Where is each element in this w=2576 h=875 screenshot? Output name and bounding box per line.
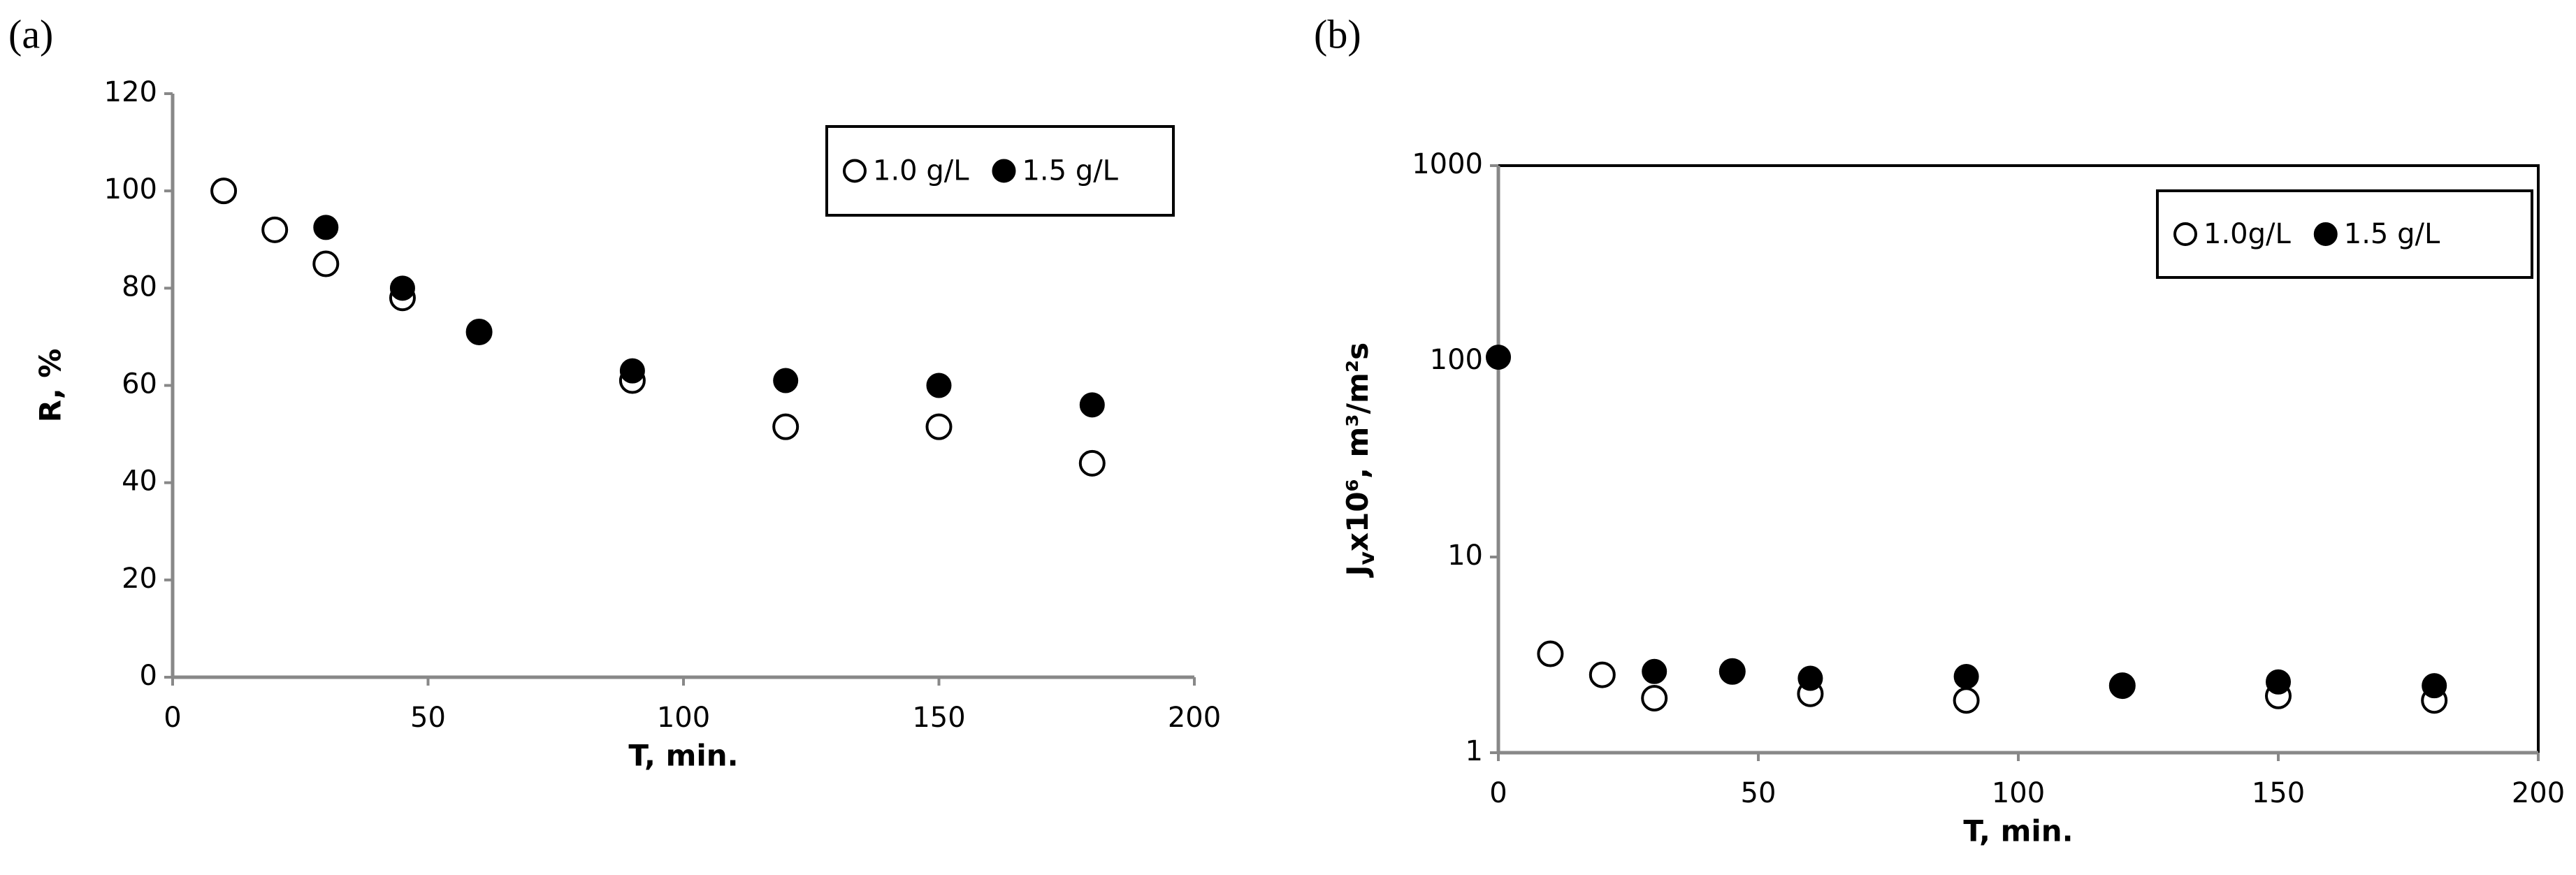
data-point <box>1953 687 1980 714</box>
legend-label: 1.0 g/L <box>873 155 969 187</box>
data-point <box>1642 658 1667 684</box>
data-point <box>1078 449 1106 477</box>
y-axis-label: Jvx10⁶, m³/m²s <box>1340 342 1380 578</box>
x-tick-label: 150 <box>2252 777 2305 809</box>
data-point <box>1953 664 1979 690</box>
x-tick-label: 150 <box>912 702 965 734</box>
y-tick-label: 120 <box>104 76 157 108</box>
y-axis-label: R, % <box>34 349 68 423</box>
data-point <box>466 319 492 345</box>
legend-label: 1.5 g/L <box>1022 155 1118 187</box>
y-tick-label: 1 <box>1466 735 1483 767</box>
data-point <box>389 275 415 301</box>
x-tick-label: 50 <box>410 702 446 734</box>
x-tick-label: 0 <box>1489 777 1507 809</box>
y-tick-label: 80 <box>122 270 157 303</box>
legend-marker <box>2313 222 2338 246</box>
data-point <box>313 215 339 240</box>
data-point <box>619 358 645 384</box>
legend-box <box>2156 189 2533 279</box>
data-point <box>1079 392 1105 418</box>
x-axis-label: T, min. <box>1963 814 2073 848</box>
legend-marker <box>2173 222 2197 246</box>
data-point <box>1797 665 1823 691</box>
data-point <box>312 250 340 277</box>
legend-label: 1.5 g/L <box>2344 218 2440 250</box>
panel-label: (b) <box>1314 11 1361 57</box>
y-tick-label: 40 <box>122 465 157 498</box>
y-tick-label: 10 <box>1447 540 1483 572</box>
legend-label: 1.0g/L <box>2204 218 2291 250</box>
panel-label: (a) <box>8 11 53 57</box>
y-tick-label: 1000 <box>1412 148 1483 180</box>
y-tick-label: 100 <box>1430 344 1483 376</box>
data-point <box>1486 345 1511 370</box>
x-tick-label: 0 <box>164 702 181 734</box>
x-tick-label: 50 <box>1741 777 1777 809</box>
y-label-rest: x10⁶, m³/m²s <box>1340 342 1375 551</box>
data-point <box>2422 673 2447 699</box>
y-tick-label: 100 <box>104 173 157 205</box>
x-axis-label: T, min. <box>628 739 738 773</box>
y-tick-label: 0 <box>140 660 157 692</box>
y-tick-label: 60 <box>122 368 157 400</box>
data-point <box>773 368 799 393</box>
legend-marker <box>843 159 867 183</box>
data-point <box>1537 640 1564 667</box>
y-tick-label: 20 <box>122 563 157 595</box>
data-point <box>210 178 238 205</box>
x-tick-label: 200 <box>1168 702 1221 734</box>
y-label-main: J <box>1340 565 1375 579</box>
x-tick-label: 100 <box>1992 777 2045 809</box>
data-point <box>926 373 952 398</box>
y-label-sub: v <box>1355 551 1380 565</box>
data-point <box>1589 661 1616 688</box>
data-point <box>261 216 289 243</box>
legend-marker <box>992 159 1016 183</box>
data-point <box>2266 669 2291 695</box>
data-point <box>772 413 799 440</box>
data-point <box>1641 684 1668 711</box>
data-point <box>925 413 953 440</box>
x-tick-label: 200 <box>2512 777 2565 809</box>
data-point <box>2109 673 2135 699</box>
x-tick-label: 100 <box>657 702 710 734</box>
data-point <box>1719 658 1745 684</box>
